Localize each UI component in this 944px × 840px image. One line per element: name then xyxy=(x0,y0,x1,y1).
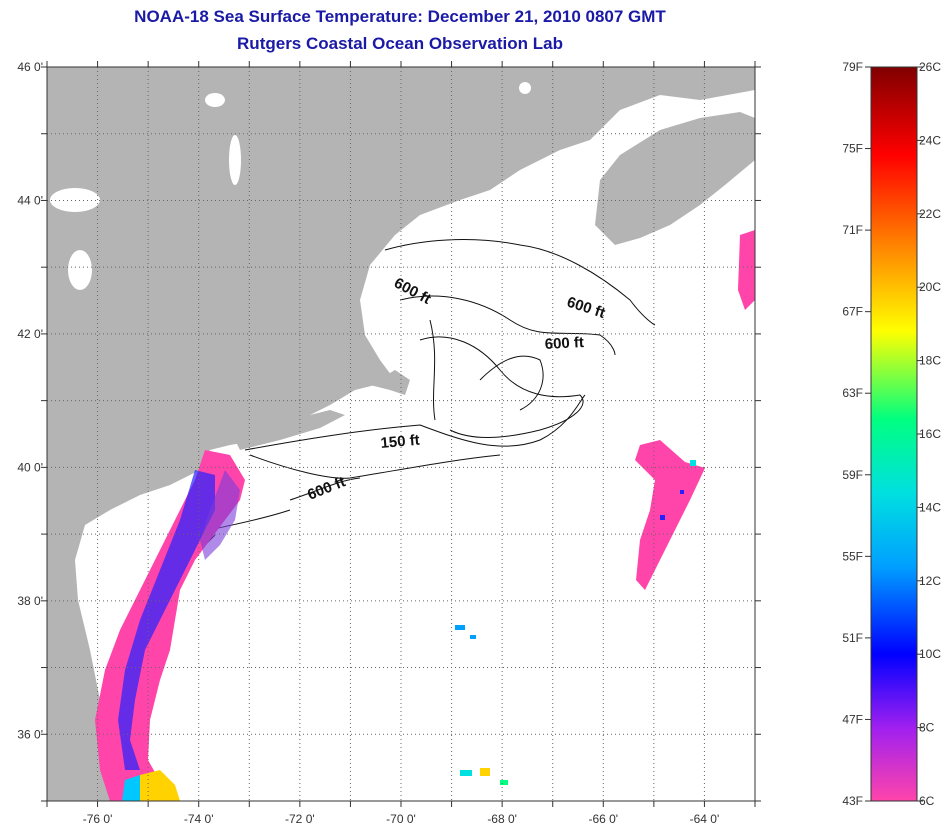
colorbar-label-c: 24C xyxy=(919,133,941,147)
contour-label-600ft-georges: 600 ft xyxy=(544,334,584,353)
colorbar-label-c: 26C xyxy=(919,60,941,74)
colorbar xyxy=(870,66,918,802)
lon-tick-label: -74 0' xyxy=(184,812,214,826)
land-nova-scotia xyxy=(595,112,755,245)
lat-tick-label: 42 0' xyxy=(17,327,43,341)
colorbar-label-c: 12C xyxy=(919,574,941,588)
lake xyxy=(519,82,531,94)
colorbar-label-c: 22C xyxy=(919,207,941,221)
colorbar-label-f: 59F xyxy=(842,468,863,482)
colorbar-label-c: 6C xyxy=(919,794,935,808)
land-mainland xyxy=(47,67,755,801)
colorbar-label-f: 63F xyxy=(842,386,863,400)
colorbar-labels: 79F 75F 71F 67F 63F 59F 55F 51F 47F 43F 26C 24C 22C 2… xyxy=(842,60,941,808)
colorbar-label-f: 55F xyxy=(842,549,863,563)
colorbar-label-c: 14C xyxy=(919,500,941,514)
colorbar-label-c: 16C xyxy=(919,427,941,441)
colorbar-label-f: 51F xyxy=(842,631,863,645)
lon-tick-label: -68 0' xyxy=(487,812,517,826)
lat-tick-label: 44 0' xyxy=(17,193,43,207)
colorbar-label-f: 79F xyxy=(842,60,863,74)
lake xyxy=(229,135,241,185)
colorbar-label-f: 47F xyxy=(842,712,863,726)
map-title-line2: Rutgers Coastal Ocean Observation Lab xyxy=(237,34,563,53)
axis-ticks xyxy=(41,61,761,807)
colorbar-label-f: 71F xyxy=(842,223,863,237)
axis-labels: -76 0' -74 0' -72 0' -70 0' -68 0' -66 0' -64 … xyxy=(17,60,719,826)
lat-tick-label: 40 0' xyxy=(17,460,43,474)
lon-tick-label: -72 0' xyxy=(285,812,315,826)
map-title-line1: NOAA-18 Sea Surface Temperature: Decembe… xyxy=(134,7,666,26)
lat-tick-label: 46 0' xyxy=(17,60,43,74)
colorbar-label-c: 10C xyxy=(919,647,941,661)
lon-tick-label: -70 0' xyxy=(386,812,416,826)
colorbar-label-f: 75F xyxy=(842,142,863,156)
lake xyxy=(205,93,225,107)
colorbar-label-f: 67F xyxy=(842,305,863,319)
lon-tick-label: -66 0' xyxy=(588,812,618,826)
lon-tick-label: -64 0' xyxy=(690,812,720,826)
lat-tick-label: 38 0' xyxy=(17,594,43,608)
land-cape-cod xyxy=(370,370,410,395)
colorbar-label-c: 20C xyxy=(919,280,941,294)
colorbar-label-f: 43F xyxy=(842,794,863,808)
lon-tick-label: -76 0' xyxy=(83,812,113,826)
sst-data xyxy=(95,230,755,801)
colorbar-label-c: 8C xyxy=(919,721,935,735)
contour-label-150ft: 150 ft xyxy=(380,432,421,452)
land-long-island xyxy=(235,410,345,450)
lake xyxy=(68,250,92,290)
colorbar-label-c: 18C xyxy=(919,354,941,368)
colorbar-ticks xyxy=(865,66,923,802)
lat-tick-label: 36 0' xyxy=(17,727,43,741)
